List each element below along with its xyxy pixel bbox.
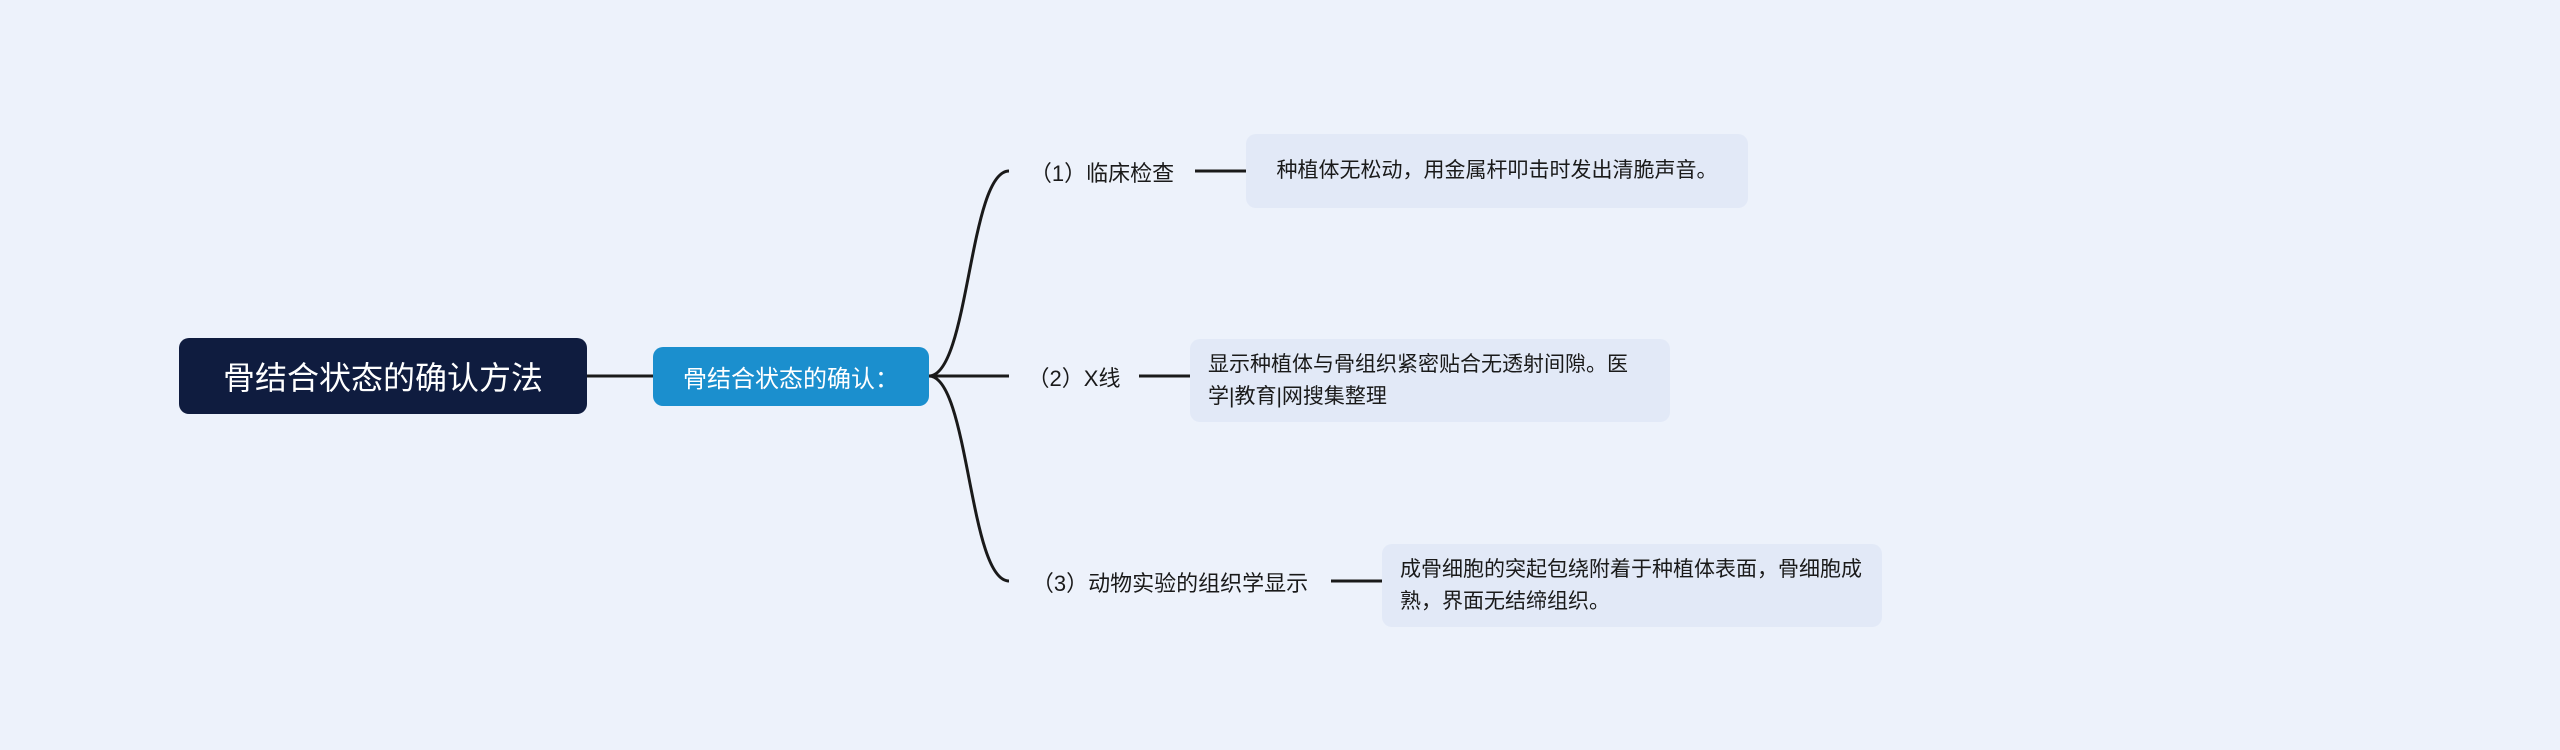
root-label: 骨结合状态的确认方法 xyxy=(223,353,543,399)
mindmap-leaf-node[interactable]: 成骨细胞的突起包绕附着于种植体表面，骨细胞成熟，界面无结缔组织。 xyxy=(1382,544,1882,627)
level1-label: 骨结合状态的确认： xyxy=(683,359,899,394)
branch-label: （2）X线 xyxy=(1028,361,1121,393)
mindmap-branch-node[interactable]: （1）临床检查 xyxy=(1009,150,1195,194)
mindmap-level1-node[interactable]: 骨结合状态的确认： xyxy=(653,347,929,406)
leaf-label: 成骨细胞的突起包绕附着于种植体表面，骨细胞成熟，界面无结缔组织。 xyxy=(1400,554,1864,617)
mindmap-branch-node[interactable]: （2）X线 xyxy=(1009,355,1139,399)
branch-label: （3）动物实验的组织学显示 xyxy=(1032,566,1308,598)
mindmap-branch-node[interactable]: （3）动物实验的组织学显示 xyxy=(1009,560,1331,604)
leaf-label: 种植体无松动，用金属杆叩击时发出清脆声音。 xyxy=(1277,155,1718,187)
mindmap-leaf-node[interactable]: 种植体无松动，用金属杆叩击时发出清脆声音。 xyxy=(1246,134,1748,208)
mindmap-root-node[interactable]: 骨结合状态的确认方法 xyxy=(179,338,587,414)
mindmap-leaf-node[interactable]: 显示种植体与骨组织紧密贴合无透射间隙。医学|教育|网搜集整理 xyxy=(1190,339,1670,422)
branch-label: （1）临床检查 xyxy=(1030,156,1174,188)
leaf-label: 显示种植体与骨组织紧密贴合无透射间隙。医学|教育|网搜集整理 xyxy=(1208,349,1652,412)
